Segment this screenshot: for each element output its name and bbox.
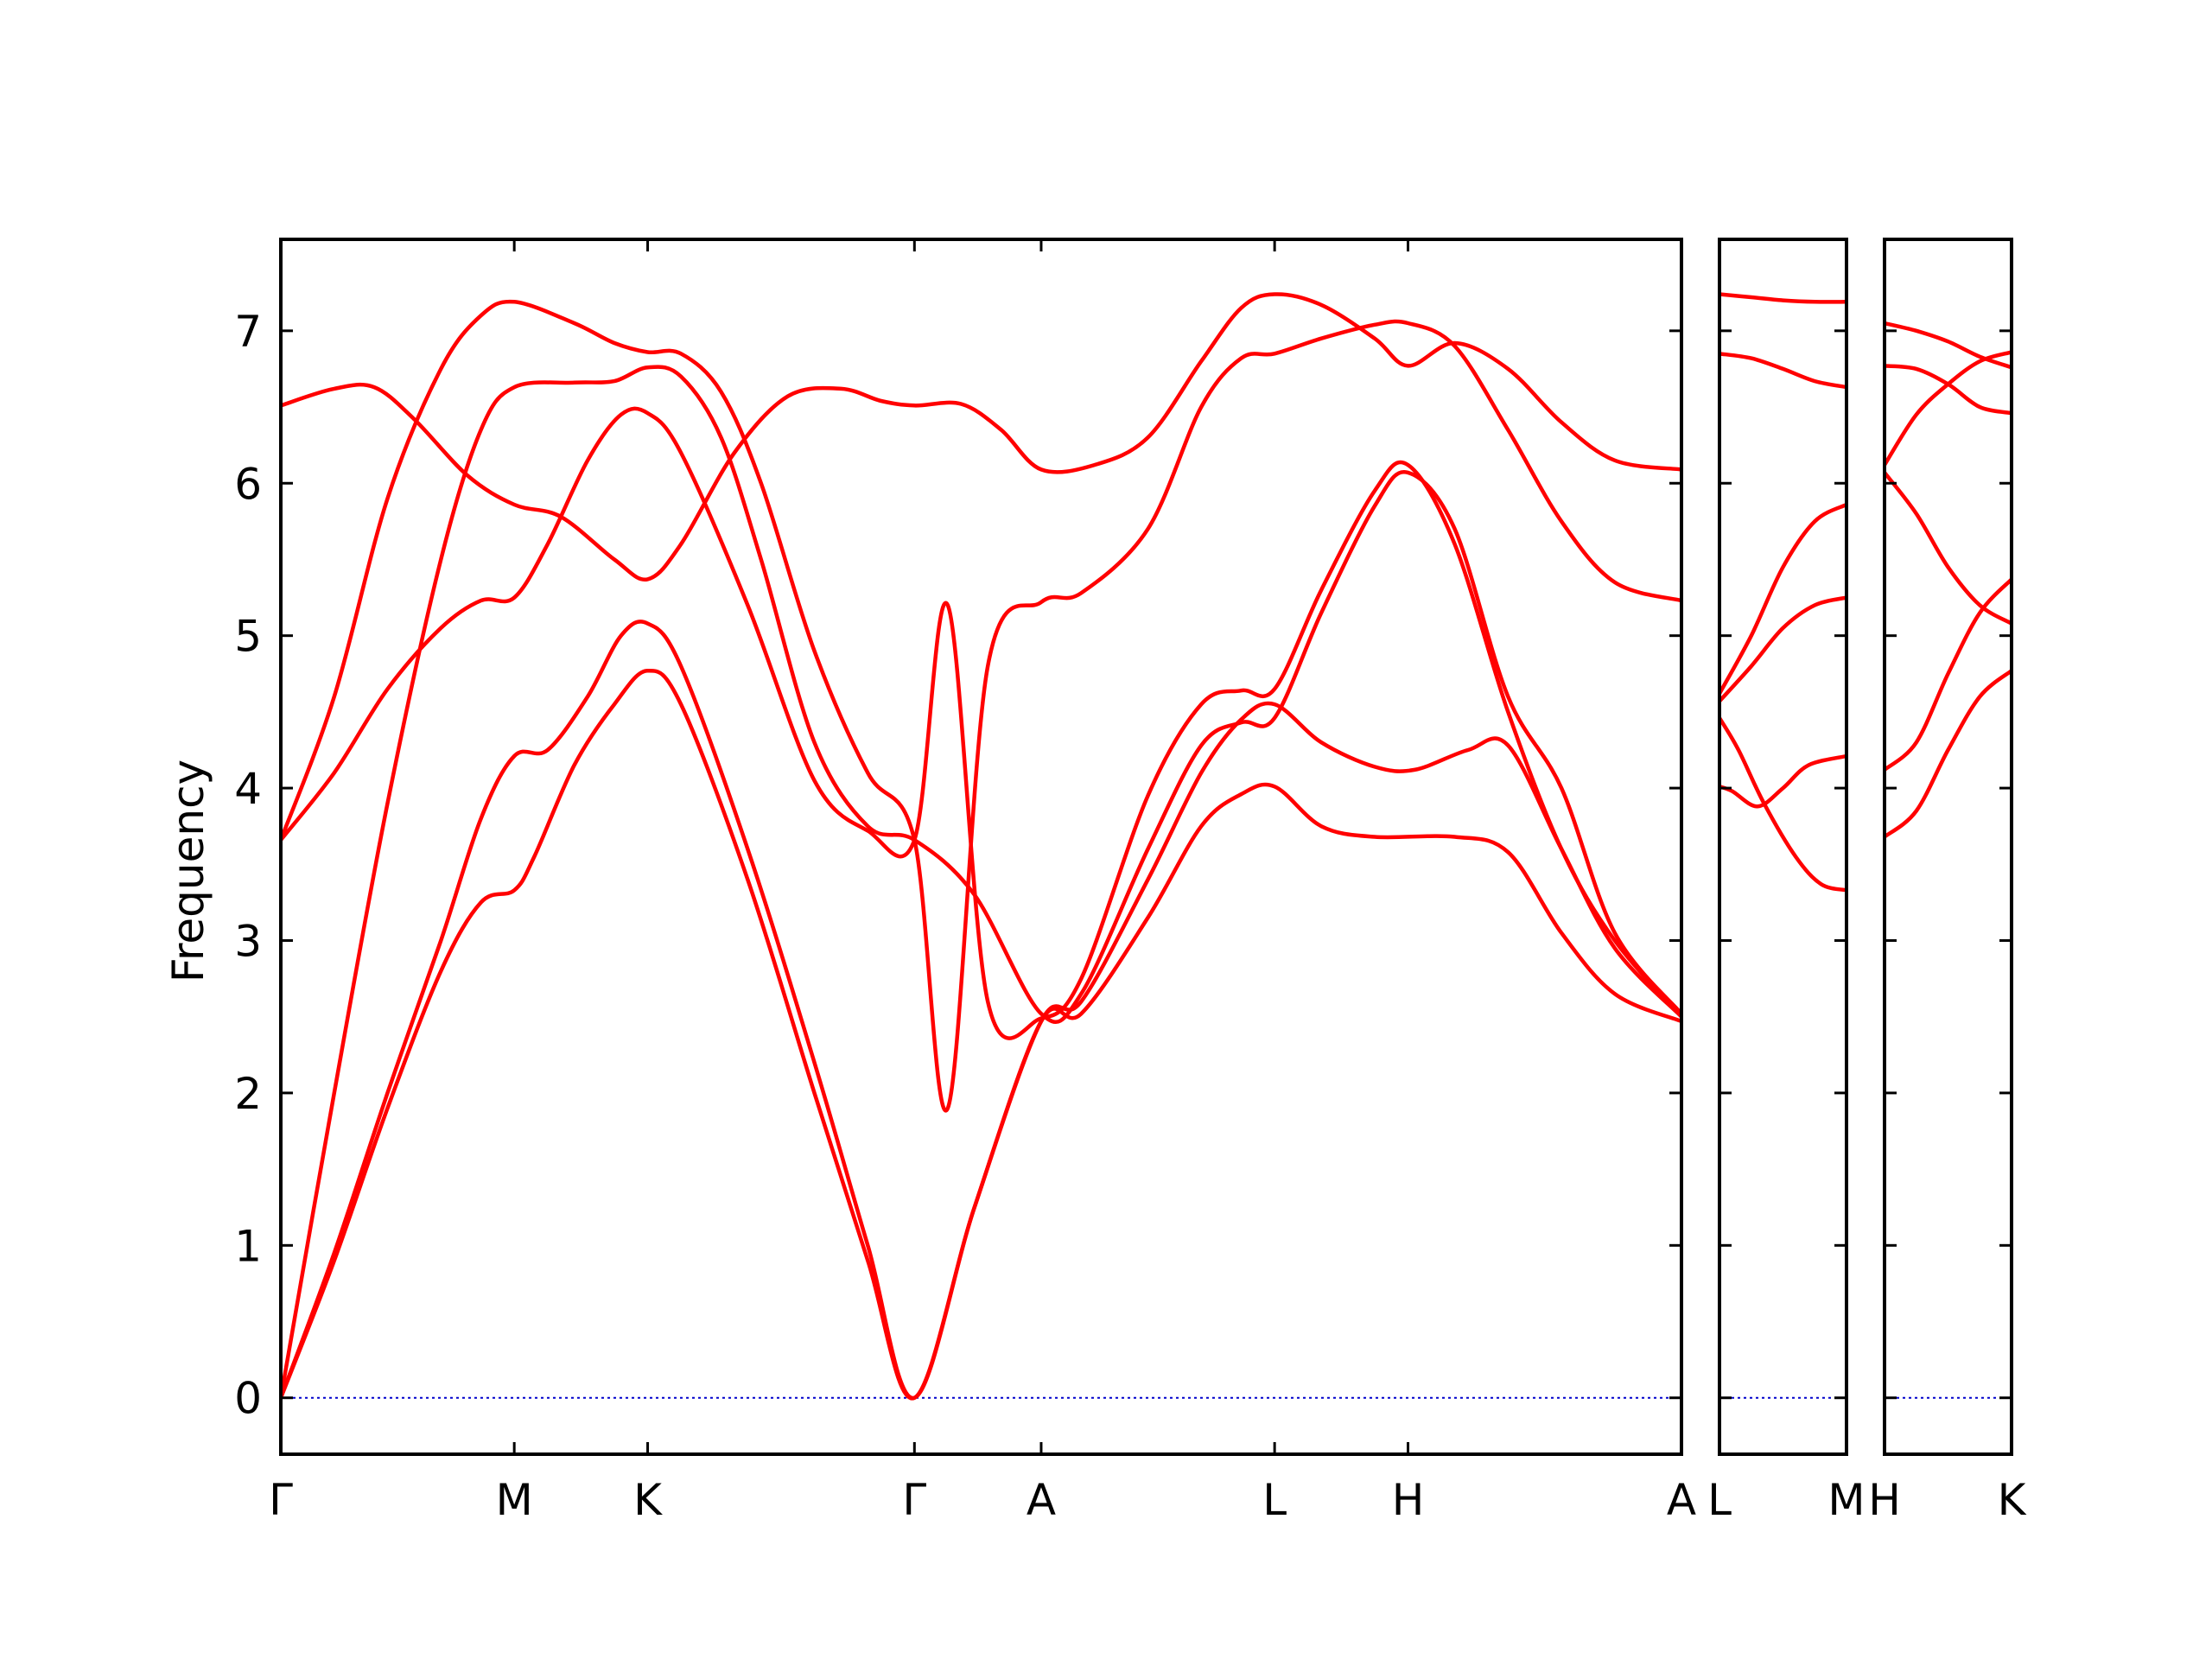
y-tick-label: 4	[234, 764, 262, 814]
x-tick-label: M	[496, 1475, 533, 1525]
band-group	[1885, 321, 2012, 839]
phonon-band-2	[1719, 715, 1847, 893]
y-tick-label: 1	[234, 1221, 262, 1271]
phonon-band-2	[281, 620, 1681, 1400]
x-tick-label: H	[1392, 1475, 1425, 1525]
x-tick-label: L	[1707, 1475, 1732, 1525]
y-tick-label: 0	[234, 1374, 262, 1424]
y-tick-label: 6	[234, 459, 262, 509]
y-tick-label: 7	[234, 307, 262, 357]
phonon-band-5	[1885, 364, 2012, 416]
phonon-band-1	[1885, 668, 2012, 839]
x-tick-label: M	[1827, 1475, 1865, 1525]
phonon-band-1	[281, 668, 1681, 1401]
x-tick-label: A	[1027, 1475, 1056, 1525]
x-tick-label: Γ	[269, 1475, 293, 1525]
phonon-band-1	[1719, 753, 1847, 809]
panel-frame	[1718, 238, 1848, 1456]
x-tick-label: K	[633, 1475, 663, 1525]
x-tick-label: Γ	[902, 1475, 926, 1525]
panel-frame	[279, 238, 1683, 1456]
phonon-band-5	[281, 299, 1681, 1113]
y-axis-label: Frequency	[163, 760, 213, 982]
phonon-band-3	[1885, 470, 2012, 626]
phonon-band-3	[281, 365, 1681, 1400]
x-tick-label: H	[1868, 1475, 1901, 1525]
phonon-band-6	[1885, 321, 2012, 370]
phonon-band-4	[1719, 502, 1847, 696]
y-tick-label: 3	[234, 916, 262, 966]
phonon-band-6	[1719, 292, 1847, 304]
y-tick-label: 5	[234, 612, 262, 662]
x-tick-label: K	[1998, 1475, 2027, 1525]
x-tick-label: A	[1667, 1475, 1696, 1525]
band-group	[1719, 292, 1847, 893]
band-group	[281, 292, 1681, 1401]
phonon-band-5	[1719, 352, 1847, 390]
x-tick-label: L	[1262, 1475, 1287, 1525]
phonon-band-2	[1885, 577, 2012, 772]
phonon-band-6	[281, 292, 1681, 582]
phonon-band-4	[1885, 350, 2012, 467]
y-tick-label: 2	[234, 1069, 262, 1119]
phonon-band-3	[1719, 595, 1847, 703]
panel-1: Γ M K Γ A L H A 0 1 2 3 4 5 6 7	[234, 238, 1696, 1525]
panel-frame	[1883, 238, 2013, 1456]
phonon-band-4	[281, 406, 1681, 1040]
